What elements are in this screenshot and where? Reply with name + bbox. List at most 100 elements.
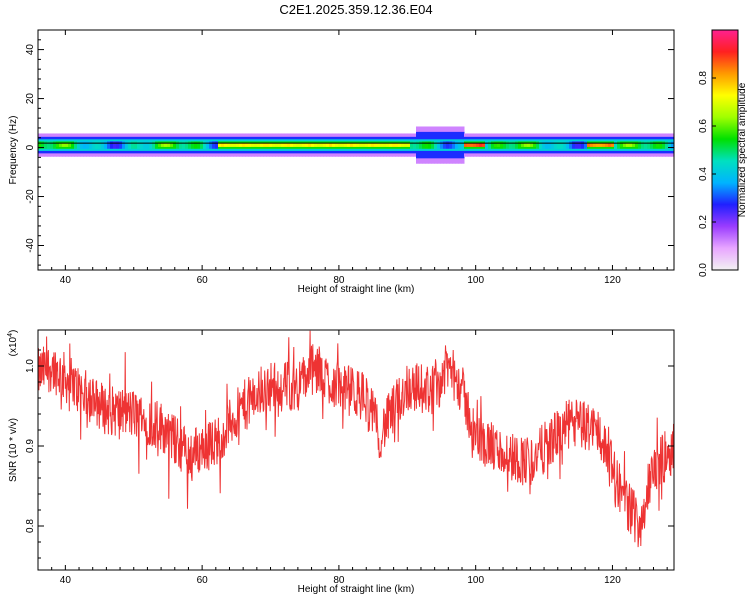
spectrogram-cell: [602, 143, 606, 147]
spectrogram-cell: [140, 143, 144, 147]
spectrogram-cell: [359, 143, 363, 147]
spectrogram-cell: [362, 143, 366, 147]
snr-x-label: Height of straight line (km): [298, 584, 415, 595]
spectrogram-cell: [311, 143, 315, 147]
spectrogram-cell: [107, 143, 111, 147]
spectrogram-cell: [341, 143, 345, 147]
spectrogram-cell: [95, 143, 99, 147]
spectrogram-cell: [452, 143, 456, 147]
spectrogram-cell: [386, 143, 390, 147]
spectrogram-cell: [665, 143, 669, 147]
spectrogram-cell: [65, 143, 69, 147]
spectrogram-cell: [503, 143, 507, 147]
spectrogram-cell: [116, 143, 120, 147]
spectrogram-cell: [332, 143, 336, 147]
spectrogram-cell: [605, 143, 609, 147]
spectrogram-cell: [497, 143, 501, 147]
spectrogram-cell: [260, 143, 264, 147]
spectrogram-cell: [542, 143, 546, 147]
spectrogram-cell: [431, 143, 435, 147]
spectrogram-cell: [647, 143, 651, 147]
spectrogram-cell: [164, 143, 168, 147]
spectrogram-cell: [557, 143, 561, 147]
spectrogram-cell: [47, 143, 51, 147]
spectrogram-cell: [329, 143, 333, 147]
spectrogram-cell: [272, 143, 276, 147]
spectrogram-cell: [527, 143, 531, 147]
chart-title: C2E1.2025.359.12.36.E04: [279, 2, 433, 17]
snr-x-tick-label: 60: [197, 575, 209, 586]
spectrogram-cell: [302, 143, 306, 147]
spectrogram-cell: [227, 143, 231, 147]
spectrogram-cell: [134, 143, 138, 147]
spectrogram-cell: [533, 143, 537, 147]
spectrogram-cell: [74, 143, 78, 147]
spectrogram-cell: [635, 143, 639, 147]
spectrogram-cell: [572, 143, 576, 147]
spectrogram-cell: [599, 143, 603, 147]
spectrogram-cell: [581, 143, 585, 147]
spectrogram-cell: [404, 143, 408, 147]
spectrogram-cell: [428, 143, 432, 147]
spectrogram-cell: [512, 143, 516, 147]
spectrogram-cell: [299, 143, 303, 147]
spectrogram-cell: [446, 143, 450, 147]
colorbar-axis: 0.0 0.2 0.4 0.6 0.8: [698, 71, 716, 277]
spectrogram-cell: [287, 143, 291, 147]
spectrogram-cell: [461, 143, 465, 147]
spectrogram-cell: [392, 143, 396, 147]
spectrogram-cell: [368, 143, 372, 147]
spectrogram-cell: [578, 143, 582, 147]
colorbar-tick-label: 0.8: [698, 71, 709, 85]
spectrogram-cell: [365, 143, 369, 147]
spectrogram-cell: [296, 143, 300, 147]
spectrogram-cell: [308, 143, 312, 147]
spectrogram-cell: [485, 143, 489, 147]
spectrogram-cell: [623, 143, 627, 147]
spectrogram-cell: [326, 143, 330, 147]
spectrogram-cell: [263, 143, 267, 147]
spectrogram-cell: [500, 143, 504, 147]
spectrogram-cell: [110, 143, 114, 147]
spectrogram-cell: [212, 143, 216, 147]
spectrogram-cell: [383, 143, 387, 147]
spectrogram-cell: [197, 143, 201, 147]
spectrogram-cell: [257, 143, 261, 147]
spectrogram-y-tick-label: -40: [25, 238, 36, 253]
spectrogram-cell: [236, 143, 240, 147]
spectrogram-cell: [353, 143, 357, 147]
spectrogram-cell: [569, 143, 573, 147]
spectrogram-x-tick-label: 60: [197, 275, 209, 286]
spectrogram-cell: [104, 143, 108, 147]
spectrogram-cell: [545, 143, 549, 147]
spectrogram-cell: [41, 143, 45, 147]
spectrogram-cell: [560, 143, 564, 147]
spectrogram-frame: [37, 29, 675, 271]
spectrogram-cell: [323, 143, 327, 147]
spectrogram-cell: [410, 143, 414, 147]
spectrogram-cell: [179, 143, 183, 147]
spectrogram-cell: [128, 143, 132, 147]
spectrogram-y-tick-label: 0: [25, 144, 36, 150]
spectrogram-cell: [200, 143, 204, 147]
spectrogram-cell: [176, 143, 180, 147]
spectrogram-cell: [173, 143, 177, 147]
spectrogram-cell: [587, 143, 591, 147]
spectrogram-cell: [374, 143, 378, 147]
colorbar-tick-label: 0.4: [698, 167, 709, 181]
colorbar-tick-label: 0.0: [698, 263, 709, 277]
spectrogram-axes: 40 60 80 100 120 40 20 0 -20 -40: [25, 30, 674, 286]
spectrogram-cell: [482, 143, 486, 147]
spectrogram-x-tick-label: 80: [333, 275, 345, 286]
spectrogram-cell: [98, 143, 102, 147]
spectrogram-cell: [191, 143, 195, 147]
spectrogram-cell: [398, 143, 402, 147]
spectrogram-cell: [467, 143, 471, 147]
spectrogram-cell: [608, 143, 612, 147]
spectrogram-cell: [152, 143, 156, 147]
spectrogram-cell: [638, 143, 642, 147]
spectrogram-cell: [44, 143, 48, 147]
spectrogram-cell: [251, 143, 255, 147]
spectrogram-x-label: Height of straight line (km): [298, 284, 415, 295]
